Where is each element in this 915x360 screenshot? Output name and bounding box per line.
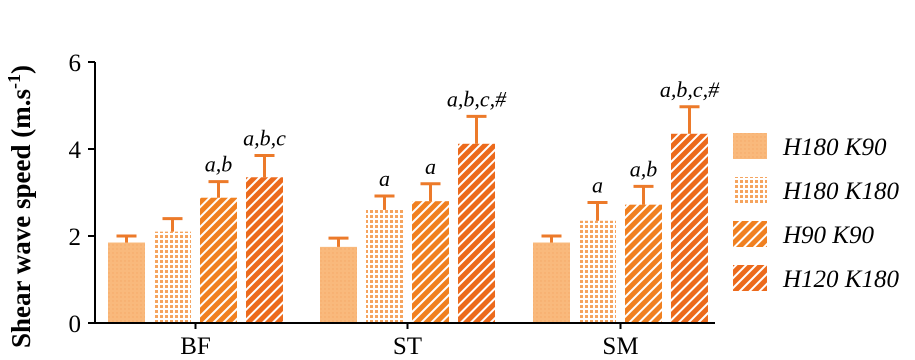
bar-bf-3 <box>246 177 283 323</box>
category-label: BF <box>180 333 211 360</box>
y-tick-label: 0 <box>69 311 82 338</box>
legend-label: H180 K180 <box>782 178 899 205</box>
bar-sm-1 <box>579 220 616 323</box>
y-axis-label: Shear wave speed (m.s-1) <box>4 65 36 348</box>
y-tick-label: 4 <box>69 137 82 164</box>
bar-sm-2 <box>625 204 662 323</box>
significance-label: a <box>592 173 603 198</box>
y-tick-label: 2 <box>69 224 82 251</box>
bar-st-2 <box>412 201 449 323</box>
significance-label: a <box>425 154 436 179</box>
legend-label: H180 K90 <box>782 134 887 161</box>
legend-label: H120 K180 <box>782 266 899 293</box>
legend-swatch <box>733 265 767 291</box>
legend-swatch <box>733 177 767 203</box>
category-label: SM <box>602 333 638 360</box>
bar-st-3 <box>458 143 495 323</box>
category-label: ST <box>393 333 422 360</box>
bar-bf-0 <box>108 242 145 323</box>
legend-swatch <box>733 221 767 247</box>
bar-bf-2 <box>200 197 237 323</box>
significance-label: a,b,c <box>243 126 286 151</box>
significance-label: a,b <box>630 156 658 181</box>
bar-bf-1 <box>154 231 191 323</box>
bar-sm-0 <box>533 242 570 323</box>
significance-label: a <box>379 166 390 191</box>
axis-layer: BF ST SM 0 2 4 6 <box>69 50 715 360</box>
bar-sm-3 <box>671 133 708 323</box>
y-tick-label: 6 <box>69 50 82 77</box>
significance-label: a,b,c,# <box>660 77 720 102</box>
significance-label: a,b,c,# <box>447 86 507 111</box>
bar-st-0 <box>320 246 357 323</box>
bars-layer: a,b a,b,c a a a,b,c,# a a,b a,b,c,# <box>108 77 720 323</box>
legend-swatch <box>733 133 767 159</box>
significance-label: a,b <box>205 152 233 177</box>
bar-st-1 <box>366 209 403 323</box>
legend-label: H90 K90 <box>782 222 874 249</box>
legend: H180 K90 H180 K180 H90 K90 H120 K180 <box>733 133 899 293</box>
